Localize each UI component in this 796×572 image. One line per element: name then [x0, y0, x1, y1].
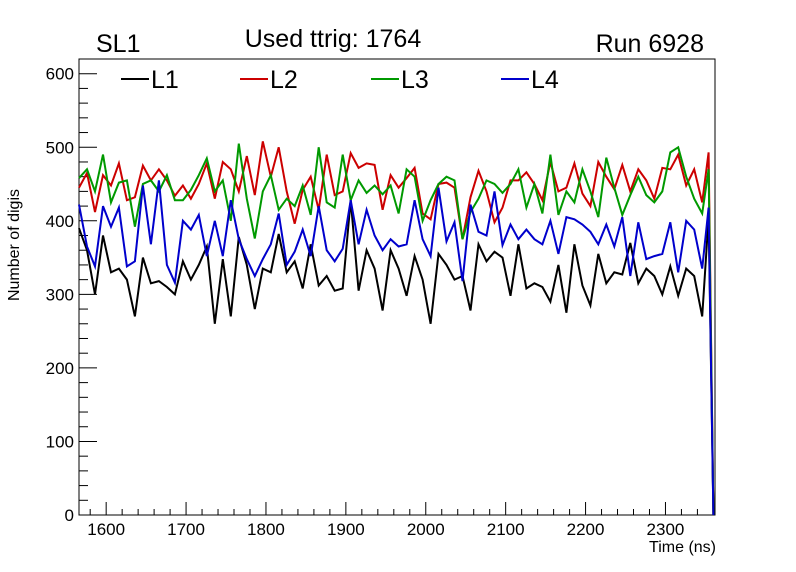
legend-label-l3: L3 — [401, 66, 429, 94]
plot-frame — [78, 58, 716, 516]
y-tick-label: 400 — [46, 212, 74, 231]
x-tick-label: 2300 — [647, 520, 685, 539]
run-label: Run 6928 — [596, 30, 704, 58]
sl-label: SL1 — [96, 30, 140, 58]
y-tick-label: 0 — [65, 506, 74, 525]
legend-label-l4: L4 — [531, 66, 559, 94]
legend: L1 L2 L3 L4 — [121, 66, 559, 94]
legend-label-l2: L2 — [270, 66, 298, 94]
axis-ticks: 1600 1700 1800 1900 2000 2100 2200 2300 0 100 200 3… — [46, 58, 714, 539]
x-tick-label: 1700 — [167, 520, 205, 539]
series-line-l2 — [78, 141, 715, 516]
series-lines — [78, 141, 715, 516]
x-tick-label: 1600 — [87, 520, 125, 539]
x-tick-label: 2100 — [487, 520, 525, 539]
x-tick-label: 2200 — [567, 520, 605, 539]
chart-title: Used ttrig: 1764 — [245, 25, 422, 53]
series-line-l3 — [78, 143, 715, 516]
y-tick-label: 300 — [46, 285, 74, 304]
x-axis-label: Time (ns) — [649, 539, 716, 556]
y-tick-label: 200 — [46, 359, 74, 378]
x-tick-label: 2000 — [407, 520, 445, 539]
series-line-l1 — [78, 200, 715, 516]
x-tick-label: 1900 — [327, 520, 365, 539]
legend-label-l1: L1 — [151, 66, 179, 94]
series-line-l4 — [78, 180, 715, 516]
y-tick-label: 100 — [46, 432, 74, 451]
y-tick-label: 500 — [46, 138, 74, 157]
x-tick-label: 1800 — [247, 520, 285, 539]
y-tick-label: 600 — [46, 65, 74, 84]
y-axis-label: Number of digis — [6, 189, 23, 301]
